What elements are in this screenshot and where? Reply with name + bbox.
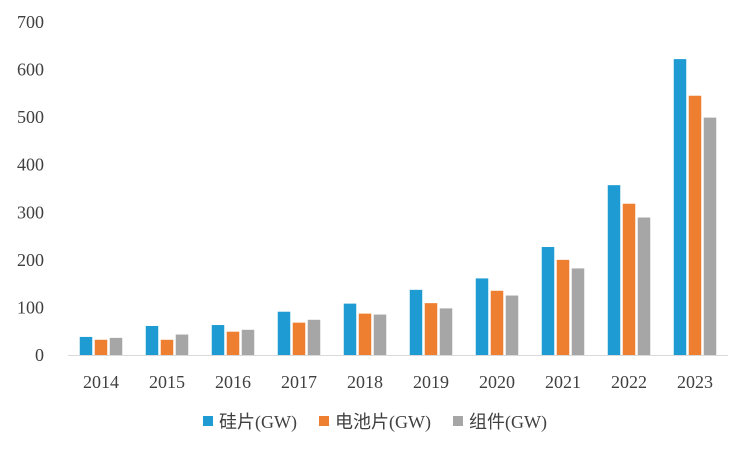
bar <box>373 314 387 355</box>
bar <box>541 247 555 355</box>
bar <box>424 303 438 355</box>
y-tick-label: 600 <box>17 60 44 80</box>
bar <box>688 95 702 355</box>
bar <box>226 331 240 355</box>
bar <box>160 339 174 355</box>
bar <box>475 278 489 355</box>
x-axis: 2014 2015 2016 2017 2018 2019 2020 2021 2022 2023 <box>68 355 728 392</box>
x-tick-label: 2022 <box>611 372 647 392</box>
bar <box>622 203 636 355</box>
x-tick-label: 2016 <box>215 372 251 392</box>
bar <box>409 289 423 355</box>
x-tick-label: 2015 <box>149 372 185 392</box>
x-tick-label: 2023 <box>677 372 713 392</box>
bar <box>358 313 372 355</box>
bar <box>94 339 108 355</box>
legend-label: 硅片(GW) <box>219 412 297 432</box>
bar <box>109 337 123 355</box>
bar <box>292 322 306 355</box>
x-tick-label: 2017 <box>281 372 317 392</box>
y-tick-label: 200 <box>17 250 44 270</box>
x-tick-label: 2018 <box>347 372 383 392</box>
bar <box>637 217 651 355</box>
bar <box>439 308 453 355</box>
y-tick-label: 400 <box>17 155 44 175</box>
legend-label: 电池片(GW) <box>335 412 431 432</box>
y-tick-label: 500 <box>17 107 44 127</box>
bar <box>556 259 570 355</box>
bars <box>79 59 717 356</box>
legend-item: 组件(GW) <box>452 408 547 434</box>
bar <box>703 117 717 356</box>
legend-swatch <box>203 416 214 426</box>
bar <box>277 311 291 355</box>
bar <box>571 268 585 355</box>
legend-label: 组件(GW) <box>468 412 547 432</box>
bar <box>241 329 255 355</box>
x-tick-label: 2021 <box>545 372 581 392</box>
x-tick-label: 2019 <box>413 372 449 392</box>
bar <box>211 325 225 355</box>
bar <box>343 303 357 355</box>
bar <box>175 334 189 355</box>
legend: 硅片(GW) 电池片(GW) 组件(GW) <box>0 408 750 434</box>
legend-item: 电池片(GW) <box>319 408 431 434</box>
y-tick-label: 300 <box>17 202 44 222</box>
y-tick-label: 100 <box>17 297 44 317</box>
bar <box>505 295 519 355</box>
x-tick-label: 2014 <box>83 372 119 392</box>
bar <box>673 59 687 355</box>
bar <box>607 185 621 355</box>
y-axis: 0 100 200 300 400 500 600 700 <box>17 12 44 365</box>
bar <box>307 319 321 355</box>
legend-swatch <box>452 416 463 426</box>
legend-swatch <box>319 416 329 426</box>
bar <box>79 336 93 355</box>
legend-item: 硅片(GW) <box>203 408 297 434</box>
bar <box>145 325 159 355</box>
y-tick-label: 700 <box>17 12 44 32</box>
x-tick-label: 2020 <box>479 372 515 392</box>
y-tick-label: 0 <box>35 345 44 365</box>
bar <box>490 290 504 355</box>
